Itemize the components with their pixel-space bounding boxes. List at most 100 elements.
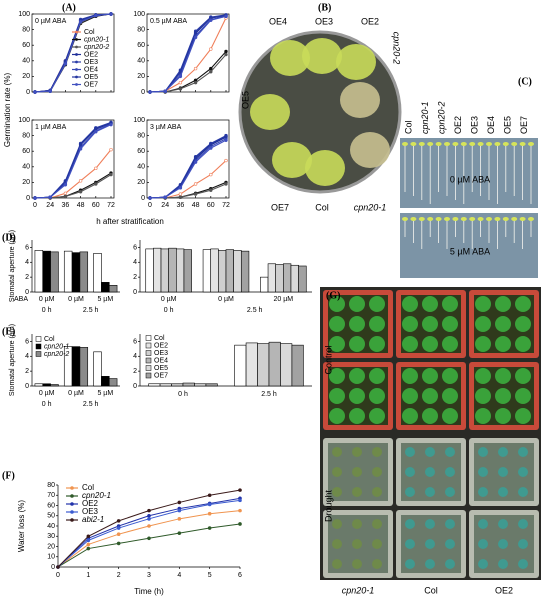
bar	[93, 351, 102, 387]
x-tick-label: 24	[46, 202, 54, 209]
series-marker	[86, 546, 91, 551]
series-marker	[238, 522, 242, 526]
y-tick-label: 80	[22, 26, 30, 33]
y-tick-label: 6	[133, 244, 137, 251]
plant	[425, 447, 435, 457]
plant	[478, 519, 488, 529]
plant	[369, 296, 385, 312]
column-label: cpn20-1	[420, 101, 430, 134]
cotyledon	[502, 142, 509, 146]
bar	[194, 383, 207, 387]
time-label: 2.5 h	[83, 307, 99, 314]
plant	[498, 519, 508, 529]
y-tick-label: 40	[22, 164, 30, 171]
plant	[478, 447, 488, 457]
series-marker	[207, 511, 212, 516]
plant	[349, 316, 365, 332]
legend-label: OE4	[84, 66, 98, 73]
subplot-title: 1 µM ABA	[35, 124, 67, 131]
time-label: 0 h	[164, 307, 174, 314]
plate-label: OE3	[315, 16, 333, 26]
row-label: Drought	[323, 489, 333, 522]
y-tick-label: 0	[133, 383, 137, 390]
y-tick-label: 40	[137, 164, 145, 171]
bar	[145, 248, 154, 293]
y-tick-label: 20	[22, 73, 30, 80]
legend-swatch	[145, 357, 152, 364]
legend-marker	[75, 83, 78, 86]
cotyledon	[402, 217, 408, 221]
bar	[268, 341, 281, 387]
y-tick-label: 80	[137, 26, 145, 33]
bar	[101, 282, 110, 293]
plant	[352, 519, 362, 529]
series-marker	[63, 191, 68, 196]
plant	[498, 559, 508, 569]
panel-label: (A)	[62, 2, 76, 13]
cotyledon	[427, 217, 434, 221]
x-tick-label: 5	[208, 572, 212, 579]
plant	[372, 559, 382, 569]
series-marker	[209, 66, 213, 71]
bar	[153, 247, 162, 293]
plant	[372, 447, 382, 457]
y-tick-label: 6	[25, 338, 29, 345]
plant	[369, 388, 385, 404]
series-marker	[78, 190, 83, 194]
x-tick-label: 0	[148, 202, 152, 209]
series-line	[150, 160, 227, 199]
plant	[515, 316, 531, 332]
series-marker	[224, 14, 228, 19]
cotyledon	[427, 142, 434, 146]
series-marker	[147, 508, 151, 513]
plant	[515, 388, 531, 404]
plant	[422, 336, 438, 352]
cotyledon	[410, 142, 417, 146]
bar	[240, 250, 250, 293]
y-tick-label: 100	[133, 11, 145, 18]
series-marker	[78, 20, 83, 24]
plant	[475, 388, 491, 404]
legend-marker	[70, 486, 74, 490]
series-marker	[209, 146, 213, 150]
plate-label: OE7	[271, 202, 289, 212]
series-line	[34, 124, 112, 199]
plant	[475, 296, 491, 312]
cotyledon	[486, 217, 492, 221]
series-line	[34, 13, 112, 93]
plant	[498, 467, 508, 477]
cotyledon	[452, 217, 459, 221]
cotyledon	[494, 142, 501, 146]
y-tick-label: 60	[47, 502, 55, 509]
plot-frame	[31, 13, 115, 93]
series-marker	[94, 13, 98, 18]
y-tick-label: 50	[47, 513, 55, 520]
series-marker	[78, 179, 83, 183]
x-tick-label: 60	[207, 202, 215, 209]
series-marker	[109, 172, 113, 177]
plant	[445, 467, 455, 477]
legend-label: cpn20-1	[44, 343, 69, 350]
bar	[267, 263, 276, 293]
time-label: 0 h	[42, 307, 52, 314]
plant	[369, 316, 385, 332]
panel-label: (F)	[2, 470, 15, 481]
x-tick-label: 4	[177, 572, 181, 579]
bar	[298, 265, 307, 293]
y-tick-label: 100	[18, 11, 30, 18]
legend-label: OE7	[154, 372, 168, 379]
cotyledon	[511, 142, 518, 146]
plant	[369, 336, 385, 352]
y-tick-label: 80	[137, 132, 145, 139]
bar	[290, 264, 299, 293]
y-tick-label: 20	[137, 179, 145, 186]
plant	[445, 539, 455, 549]
cotyledon	[469, 217, 476, 221]
plant	[402, 388, 418, 404]
cotyledon	[435, 142, 442, 146]
plant	[402, 368, 418, 384]
row-label: 5 µM ABA	[450, 246, 490, 256]
bar	[108, 285, 118, 293]
series-line	[35, 149, 112, 199]
panel-label: (B)	[318, 2, 331, 13]
